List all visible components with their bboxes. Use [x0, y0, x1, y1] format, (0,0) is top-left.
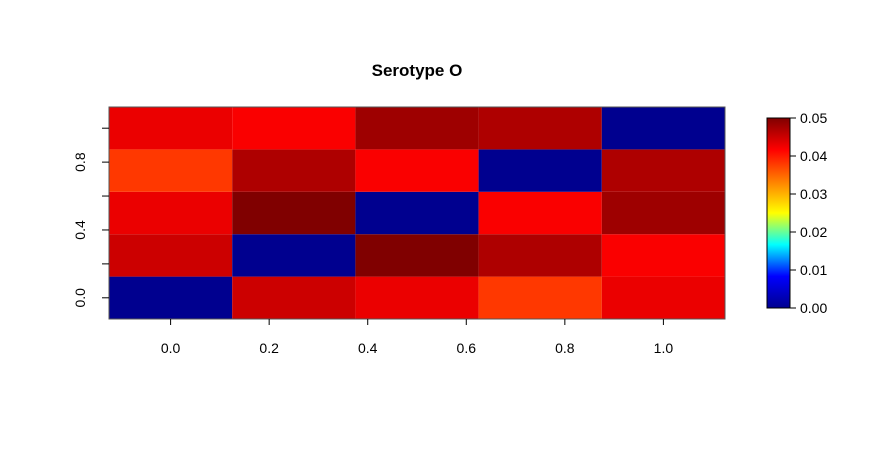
heatmap-cell	[478, 234, 602, 277]
x-axis: 0.0 0.2 0.4 0.6 0.8 1.0	[161, 319, 673, 356]
y-tick-label: 0.4	[72, 220, 88, 240]
colorbar-tick-label: 0.03	[800, 186, 827, 202]
heatmap-cell	[232, 149, 356, 192]
x-tick-label: 1.0	[654, 340, 674, 356]
x-tick-label: 0.4	[358, 340, 378, 356]
y-tick-label: 0.8	[72, 152, 88, 172]
heatmap-cell	[601, 191, 725, 235]
heatmap-cell	[601, 276, 725, 319]
heatmap-cell	[232, 276, 356, 319]
heatmap-cell	[109, 234, 233, 277]
heatmap-cell	[355, 276, 479, 319]
heatmap-cell	[355, 149, 479, 192]
heatmap-cell	[478, 276, 602, 319]
heatmap-cell	[109, 276, 233, 319]
x-tick-label: 0.2	[259, 340, 279, 356]
y-axis: 0.0 0.4 0.8	[72, 127, 109, 308]
heatmap-cell	[478, 191, 602, 235]
y-tick-label: 0.0	[72, 288, 88, 308]
heatmap-cell	[109, 191, 233, 235]
heatmap-cell	[355, 191, 479, 235]
heatmap-cell	[355, 107, 479, 150]
heatmap-cell	[232, 107, 356, 150]
plot-frame	[108, 106, 726, 320]
colorbar-axis: 0.00 0.01 0.02 0.03 0.04 0.05	[790, 110, 827, 316]
colorbar-tick-label: 0.00	[800, 300, 827, 316]
x-tick-label: 0.0	[161, 340, 181, 356]
colorbar-tick-label: 0.04	[800, 148, 827, 164]
colorbar-tick-label: 0.05	[800, 110, 827, 126]
heatmap-cell	[355, 234, 479, 277]
heatmap-cell	[109, 107, 233, 150]
x-tick-label: 0.6	[457, 340, 477, 356]
heatmap-cells	[109, 107, 725, 319]
colorbar	[766, 117, 791, 309]
x-tick-label: 0.8	[555, 340, 575, 356]
heatmap-cell	[232, 191, 356, 235]
chart-title: Serotype O	[372, 61, 463, 80]
heatmap-cell	[601, 149, 725, 192]
heatmap-cell	[109, 149, 233, 192]
heatmap-cell	[601, 234, 725, 277]
colorbar-tick-label: 0.01	[800, 262, 827, 278]
heatmap-cell	[478, 107, 602, 150]
heatmap-cell	[601, 107, 725, 150]
heatmap-cell	[232, 234, 356, 277]
colorbar-tick-label: 0.02	[800, 224, 827, 240]
heatmap-cell	[478, 149, 602, 192]
